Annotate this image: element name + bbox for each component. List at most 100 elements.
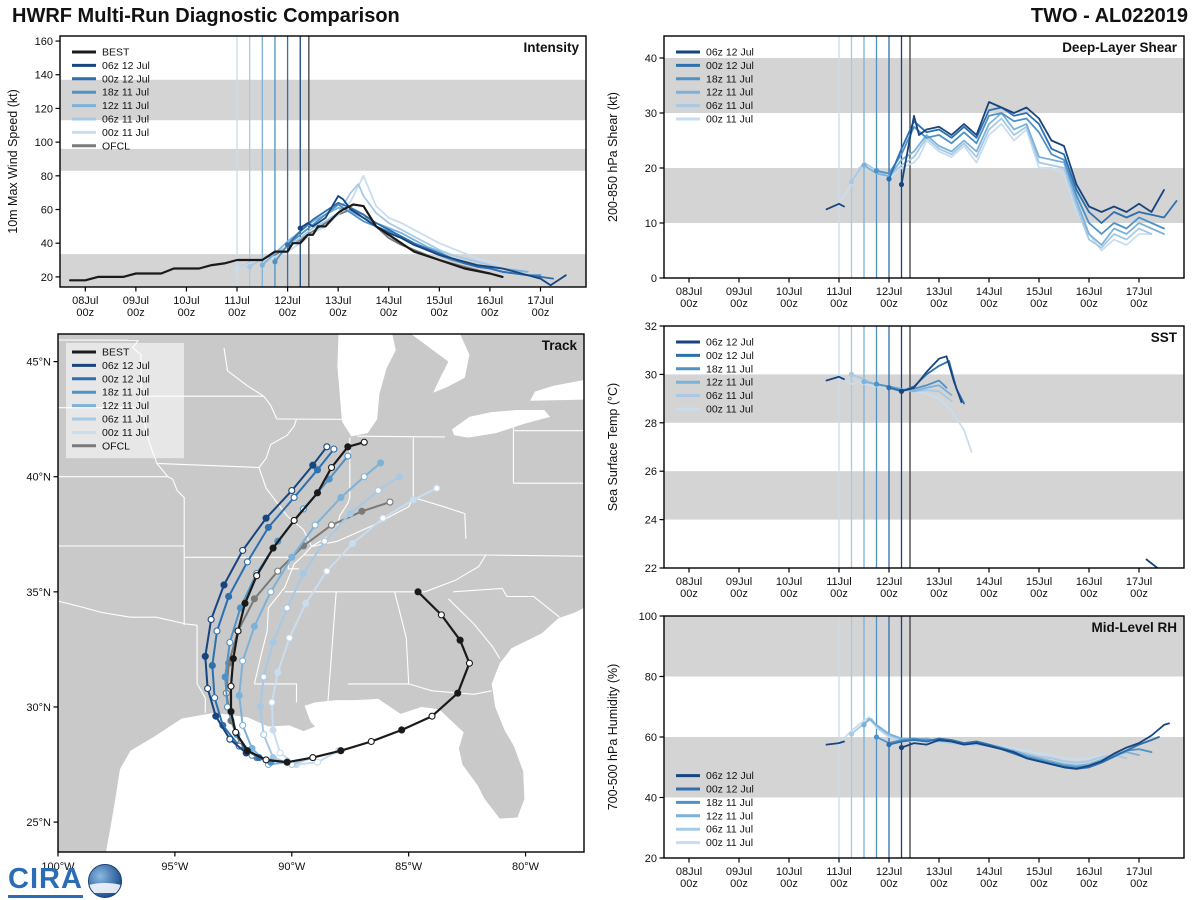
track-point <box>395 473 403 481</box>
series-group <box>825 101 1178 252</box>
svg-text:90°W: 90°W <box>278 861 306 873</box>
track-point <box>288 487 296 495</box>
svg-text:00z: 00z <box>680 588 698 600</box>
panel-title: SST <box>1151 330 1178 345</box>
track-point <box>250 622 258 630</box>
svg-text:45°N: 45°N <box>26 357 51 369</box>
svg-text:00z: 00z <box>930 878 948 890</box>
state-border <box>394 591 410 684</box>
svg-text:10Jul: 10Jul <box>173 295 199 307</box>
svg-text:20: 20 <box>41 272 53 284</box>
legend-label: 18z 11 Jul <box>102 387 149 399</box>
legend-label: 06z 12 Jul <box>706 770 754 782</box>
y-axis-label: 700-500 hPa Humidity (%) <box>606 664 620 811</box>
track-point <box>227 682 235 690</box>
svg-text:00z: 00z <box>680 298 698 310</box>
cira-wordmark: CIRA <box>8 864 83 898</box>
svg-text:32: 32 <box>645 321 657 333</box>
track-point <box>243 747 251 755</box>
track-point <box>374 487 382 495</box>
init-dot <box>297 225 303 231</box>
track-point <box>239 546 247 554</box>
init-dot <box>873 734 880 740</box>
series-group <box>825 716 1170 770</box>
svg-text:00z: 00z <box>880 298 898 310</box>
track-point <box>269 544 277 552</box>
svg-text:20: 20 <box>645 163 657 175</box>
track-point <box>262 514 270 522</box>
svg-text:100°W: 100°W <box>41 861 75 873</box>
svg-text:12Jul: 12Jul <box>876 576 902 588</box>
state-border <box>196 625 206 713</box>
state-border <box>424 554 487 593</box>
track-point <box>337 747 345 755</box>
legend-label: OFCL <box>102 140 130 152</box>
svg-text:11Jul: 11Jul <box>826 866 851 878</box>
svg-text:13Jul: 13Jul <box>325 295 351 307</box>
svg-text:08Jul: 08Jul <box>676 576 702 588</box>
svg-text:14Jul: 14Jul <box>976 866 1002 878</box>
svg-text:15Jul: 15Jul <box>1026 576 1052 588</box>
track-point <box>268 698 276 706</box>
svg-text:00z: 00z <box>980 298 998 310</box>
svg-text:00z: 00z <box>780 878 798 890</box>
svg-text:15Jul: 15Jul <box>1026 286 1052 298</box>
legend-label: 18z 11 Jul <box>706 73 753 85</box>
svg-text:08Jul: 08Jul <box>72 295 98 307</box>
init-dot <box>848 179 855 185</box>
svg-text:00z: 00z <box>532 307 550 319</box>
plot-frame <box>663 325 1185 569</box>
track-point <box>360 438 368 446</box>
svg-text:95°W: 95°W <box>161 861 189 873</box>
svg-text:00z: 00z <box>380 307 398 319</box>
cira-logo: CIRA <box>8 864 122 898</box>
svg-text:20: 20 <box>645 853 657 865</box>
state-border <box>167 476 185 546</box>
track-point <box>437 611 445 619</box>
track-point <box>313 489 322 497</box>
noaa-seal-icon <box>87 864 122 898</box>
lake <box>411 334 470 393</box>
track-point <box>264 523 272 531</box>
init-dot <box>272 259 278 265</box>
legend-label: 00z 11 Jul <box>102 427 149 439</box>
svg-text:0: 0 <box>651 273 657 285</box>
track-point <box>309 754 317 762</box>
track-point <box>344 443 352 451</box>
y-axis: 22 24 26 28 30 32 <box>645 321 664 575</box>
track-point <box>465 659 473 667</box>
svg-text:14Jul: 14Jul <box>376 295 402 307</box>
state-border <box>156 462 260 469</box>
legend-label: 06z 12 Jul <box>102 60 150 72</box>
track-point <box>229 655 237 663</box>
state-border <box>357 435 445 438</box>
svg-text:09Jul: 09Jul <box>726 866 752 878</box>
state-border <box>254 683 298 703</box>
state-border <box>223 347 264 397</box>
svg-text:10Jul: 10Jul <box>776 866 802 878</box>
series-00z-12-jul <box>886 106 1178 224</box>
svg-text:24: 24 <box>645 515 657 527</box>
track-point <box>323 567 331 575</box>
track-point <box>227 708 235 716</box>
track-point <box>274 668 282 676</box>
init-dot <box>873 168 880 174</box>
legend-label: 12z 11 Jul <box>706 810 753 822</box>
track-point <box>433 484 441 492</box>
init-dot <box>234 265 240 272</box>
legend-label: BEST <box>102 347 130 359</box>
legend-label: 06z 11 Jul <box>706 390 753 402</box>
legend-label: 00z 11 Jul <box>706 114 753 126</box>
svg-text:00z: 00z <box>830 298 848 310</box>
track-point <box>454 689 462 697</box>
svg-text:11Jul: 11Jul <box>826 286 851 298</box>
svg-text:00z: 00z <box>1130 298 1148 310</box>
track-point <box>243 558 251 566</box>
init-dot <box>898 181 905 188</box>
state-border <box>453 587 560 618</box>
track-point <box>309 461 317 469</box>
init-dot <box>873 381 880 387</box>
state-border <box>58 600 198 626</box>
state-border <box>327 591 337 702</box>
